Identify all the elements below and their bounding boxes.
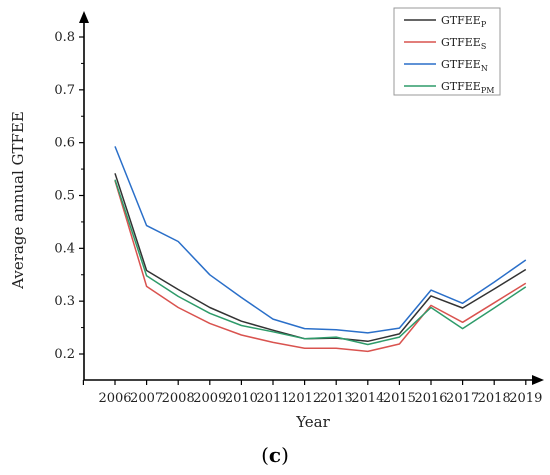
x-tick-label: 2009 bbox=[193, 391, 226, 406]
x-tick-label: 2016 bbox=[414, 391, 447, 406]
axes bbox=[79, 11, 544, 385]
y-tick-label: 0.4 bbox=[54, 241, 75, 256]
legend-box bbox=[393, 7, 501, 96]
x-tick-label: 2011 bbox=[256, 391, 289, 406]
y-tick-label: 0.6 bbox=[54, 136, 75, 151]
x-tick-label: 2006 bbox=[98, 391, 131, 406]
y-tick-label: 0.2 bbox=[54, 347, 75, 362]
panel-label: (c) bbox=[261, 443, 289, 467]
y-tick-label: 0.5 bbox=[54, 189, 75, 204]
y-axis-label: Average annual GTFEE bbox=[9, 111, 27, 290]
x-tick-label: 2014 bbox=[351, 391, 384, 406]
legend-entry-p: GTFEEP bbox=[441, 14, 487, 29]
x-axis-arrow bbox=[532, 375, 544, 385]
series-line-n bbox=[114, 146, 527, 334]
legend-entry-pm: GTFEEPM bbox=[441, 80, 494, 95]
y-tick-label: 0.3 bbox=[54, 294, 75, 309]
x-axis-ticks: 2006200720082009201020112012201320142015… bbox=[82, 380, 542, 406]
series-line-s bbox=[114, 180, 527, 353]
series-lines bbox=[114, 146, 527, 353]
y-axis-arrow bbox=[79, 11, 89, 23]
x-tick-label: 2008 bbox=[162, 391, 195, 406]
x-tick-label: 2017 bbox=[446, 391, 479, 406]
x-axis-label: Year bbox=[295, 413, 330, 431]
legend-entry-n: GTFEEN bbox=[441, 58, 488, 73]
series-line-p bbox=[114, 173, 527, 343]
x-tick-label: 2019 bbox=[509, 391, 542, 406]
x-tick-label: 2012 bbox=[288, 391, 321, 406]
series-line-pm bbox=[114, 179, 527, 346]
x-tick-label: 2015 bbox=[383, 391, 416, 406]
legend: GTFEEP GTFEES GTFEEN GTFEEPM bbox=[393, 7, 501, 96]
y-axis-ticks: 0.2 0.3 0.4 0.5 0.6 0.7 0.8 bbox=[54, 30, 84, 362]
x-tick-label: 2010 bbox=[225, 391, 258, 406]
x-tick-label: 2007 bbox=[130, 391, 163, 406]
x-tick-label: 2013 bbox=[320, 391, 353, 406]
legend-entry-s: GTFEES bbox=[441, 36, 486, 51]
x-tick-label: 2018 bbox=[478, 391, 511, 406]
y-tick-label: 0.7 bbox=[54, 83, 75, 98]
y-tick-label: 0.8 bbox=[54, 30, 75, 45]
